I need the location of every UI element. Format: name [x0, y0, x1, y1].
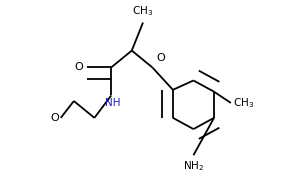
Text: CH$_3$: CH$_3$ [233, 96, 254, 110]
Text: NH$_2$: NH$_2$ [183, 159, 204, 173]
Text: O: O [74, 62, 83, 72]
Text: NH: NH [105, 98, 121, 108]
Text: O: O [50, 113, 59, 123]
Text: CH$_3$: CH$_3$ [132, 4, 154, 18]
Text: O: O [156, 53, 165, 63]
